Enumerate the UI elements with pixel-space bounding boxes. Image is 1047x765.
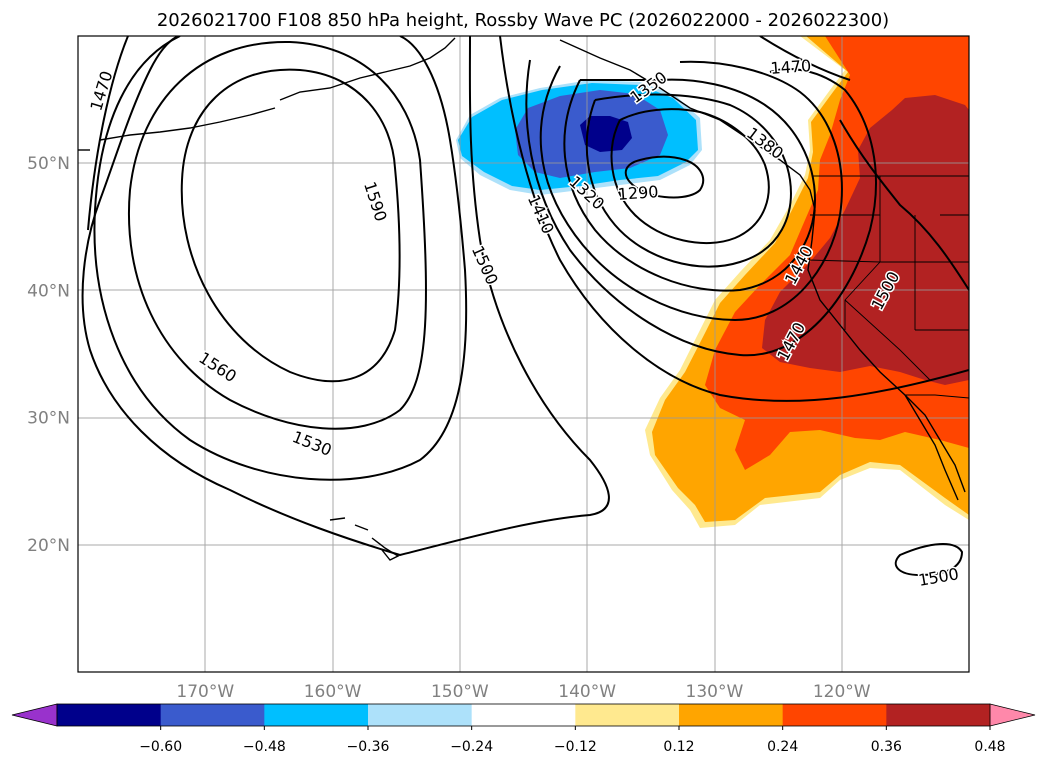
contour-1530 (93, 36, 468, 481)
border-us-mexico (905, 394, 969, 399)
colorbar-tick-label: 0.24 (767, 739, 798, 755)
colorbar-segment (57, 704, 162, 726)
colorbar-tick-label: 0.12 (663, 739, 694, 755)
y-tick-label: 50°N (27, 154, 70, 174)
y-tick-label: 40°N (27, 281, 70, 301)
colorbar-segment (782, 704, 887, 726)
chart-title: 2026021700 F108 850 hPa height, Rossby W… (157, 10, 889, 31)
map-panel (78, 36, 969, 672)
colorbar-tick-label: −0.60 (139, 739, 182, 755)
colorbar-extend-low (11, 703, 58, 727)
x-axis: 170°W 160°W 150°W 140°W 130°W 120°W (176, 682, 870, 702)
coastline-west-coast (807, 209, 966, 493)
y-axis: 20°N 30°N 40°N 50°N (27, 154, 70, 556)
political-borders (807, 175, 969, 399)
colorbar-tick-label: −0.36 (347, 739, 390, 755)
shade-pos-060 (762, 95, 969, 385)
contour-1590 (180, 68, 401, 383)
contour-1320 (610, 108, 770, 245)
x-tick-label: 140°W (558, 682, 616, 702)
contour-1560 (128, 40, 427, 430)
x-tick-label: 130°W (686, 682, 744, 702)
contour-1500-east (839, 119, 969, 291)
colorbar-tick-label: −0.12 (554, 739, 597, 755)
contour-1290 (624, 155, 705, 199)
x-tick-label: 170°W (176, 682, 234, 702)
colorbar-tick-label: 0.48 (974, 739, 1005, 755)
contour-1350 (585, 93, 792, 268)
colorbar-tick-label: 0.36 (871, 739, 902, 755)
colorbar-tick-label: −0.48 (243, 739, 286, 755)
colorbar: −0.60 −0.48 −0.36 −0.24 −0.12 0.12 0.24 0.36 0.4… (11, 703, 1036, 755)
contour-1500 (81, 36, 964, 577)
contour-label-text: 1290 (617, 182, 659, 204)
y-tick-label: 20°N (27, 536, 70, 556)
colorbar-segment (471, 704, 576, 726)
contour-1380 (563, 78, 817, 292)
coastline-hawaii (329, 517, 400, 561)
colorbar-tick-label: −0.24 (450, 739, 493, 755)
coastline-baja (904, 394, 959, 501)
x-tick-label: 160°W (304, 682, 362, 702)
y-tick-label: 30°N (27, 409, 70, 429)
contour-label-text: 1470 (770, 56, 812, 78)
colorbar-segment (264, 704, 369, 726)
border-state-interior (915, 214, 969, 331)
border-ca-nv (844, 299, 931, 381)
height-contours (81, 36, 969, 577)
x-tick-label: 150°W (431, 682, 489, 702)
contour-1440 (525, 59, 877, 357)
colorbar-segment (160, 704, 265, 726)
map-frame (77, 35, 970, 673)
coastline-aleutians (99, 107, 276, 141)
positive-anomaly-shading (645, 36, 969, 528)
colorbar-segment (575, 704, 680, 726)
x-tick-label: 120°W (813, 682, 871, 702)
shade-neg-048 (580, 116, 632, 152)
colorbar-frame (56, 703, 991, 727)
colorbar-segment (368, 704, 473, 726)
colorbar-segment (679, 704, 784, 726)
colorbar-extend-high (989, 703, 1036, 727)
contour-1470 (87, 36, 969, 402)
contour-1410 (539, 60, 843, 322)
contour-label: 1290 (616, 181, 661, 206)
contour-label: 1470 (768, 55, 813, 80)
colorbar-segment (886, 704, 991, 726)
